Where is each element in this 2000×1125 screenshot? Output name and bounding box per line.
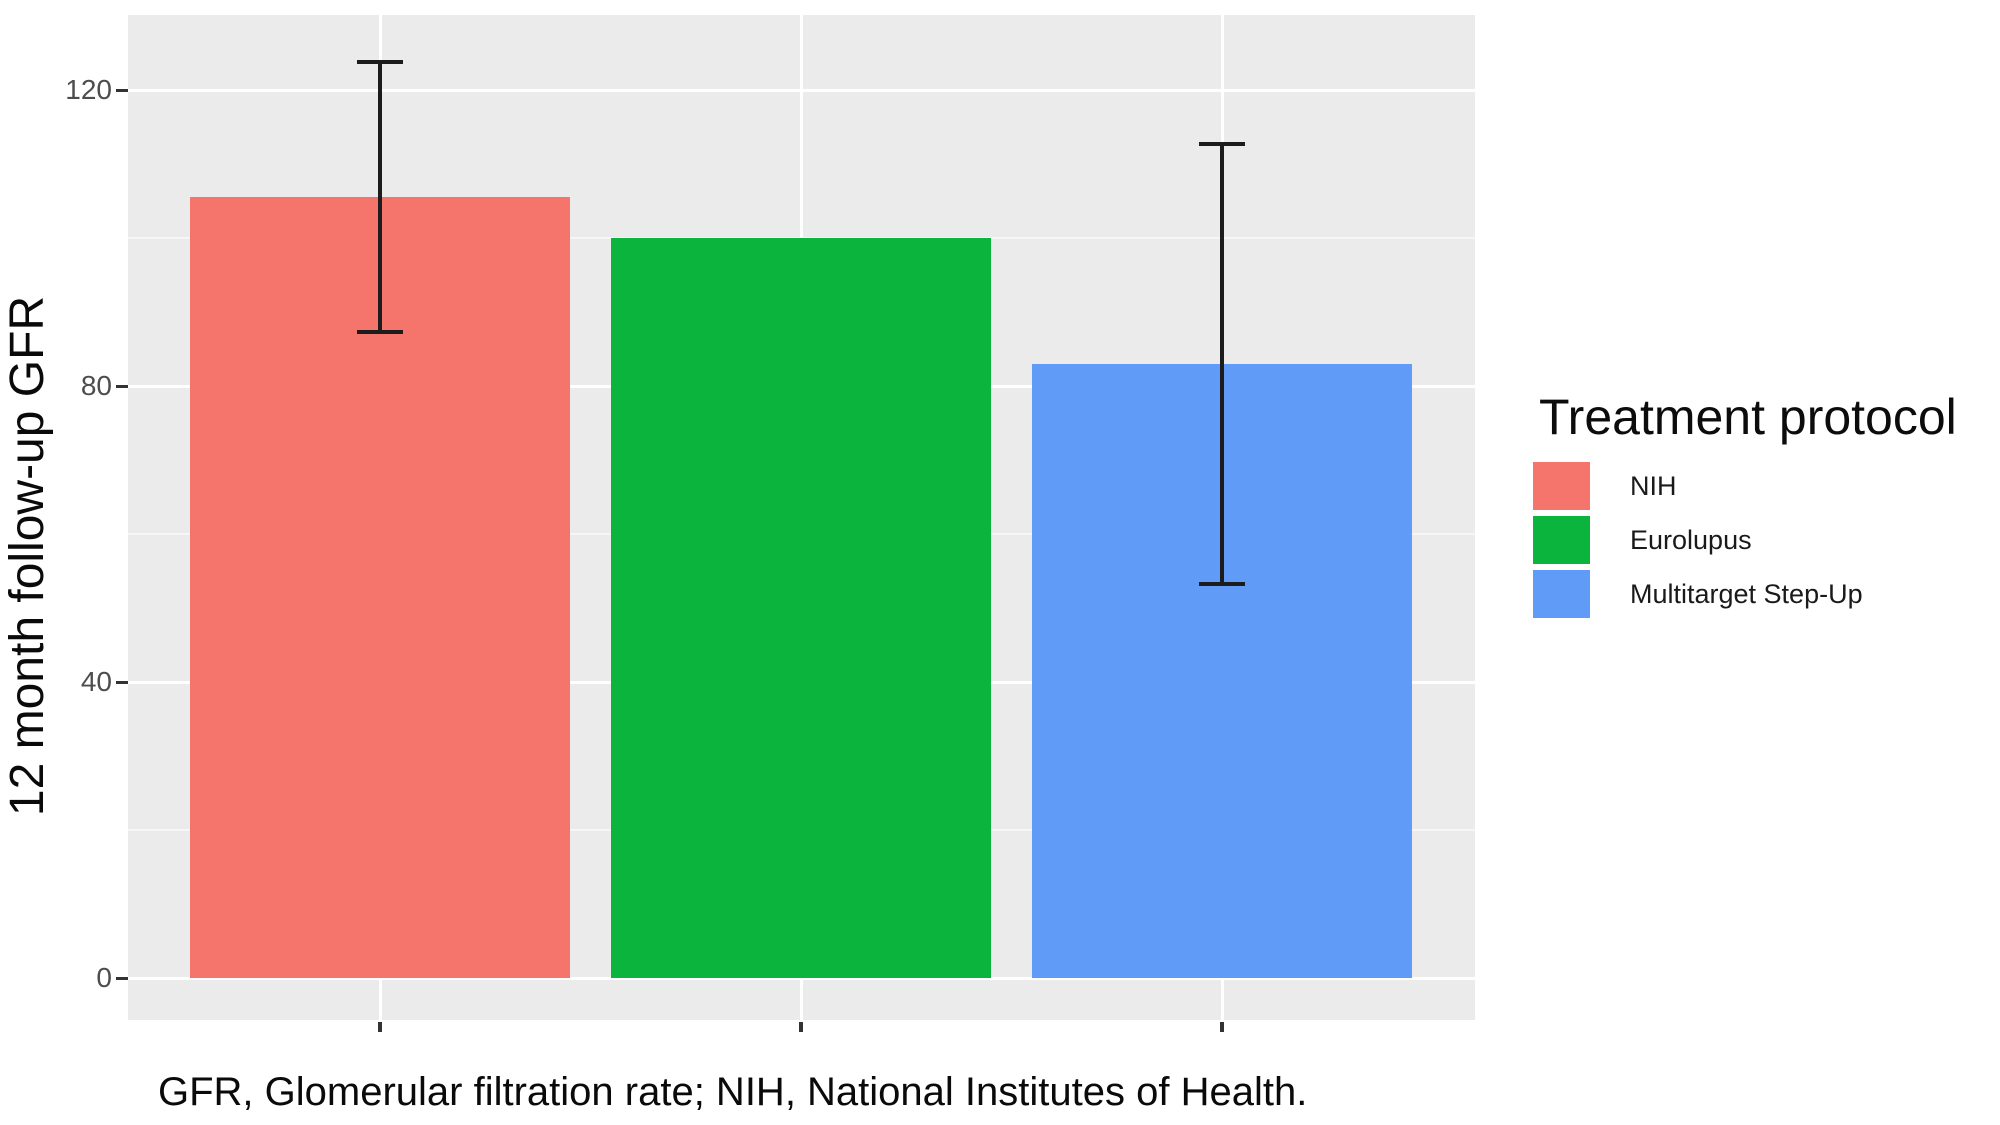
legend-item-eurolupus: Eurolupus: [1533, 516, 1957, 564]
y-tick-0: [116, 976, 128, 980]
legend-swatch-multitarget-step-up: [1533, 570, 1590, 618]
error-bar-multitarget-step-up-line: [1220, 141, 1224, 586]
legend-title: Treatment protocol: [1539, 389, 1957, 445]
y-tick-label-40: 40: [80, 666, 112, 697]
y-tick-label-120: 120: [65, 74, 112, 105]
error-bar-nih-cap-top: [357, 60, 403, 65]
y-tick-label-80: 80: [80, 370, 112, 401]
bar-eurolupus: [611, 238, 991, 978]
legend-label-eurolupus: Eurolupus: [1630, 524, 1752, 555]
legend-label-nih: NIH: [1630, 470, 1677, 501]
y-tick-120: [116, 88, 128, 92]
x-tick-nih: [378, 1022, 382, 1032]
error-bar-multitarget-step-up-cap-bottom: [1199, 581, 1245, 586]
legend-swatch-eurolupus: [1533, 516, 1590, 564]
error-bar-multitarget-step-up-cap-top: [1199, 141, 1245, 146]
legend-item-nih: NIH: [1533, 462, 1957, 510]
legend: Treatment protocol NIH Eurolupus Multita…: [1533, 390, 1957, 624]
plot-panel: [128, 15, 1475, 1020]
y-tick-40: [116, 680, 128, 684]
legend-label-multitarget-step-up: Multitarget Step-Up: [1630, 578, 1863, 609]
x-tick-multitarget-step-up: [1220, 1022, 1224, 1032]
error-bar-nih-line: [378, 60, 382, 335]
legend-item-multitarget-step-up: Multitarget Step-Up: [1533, 570, 1957, 618]
y-tick-label-0: 0: [96, 962, 112, 993]
y-tick-80: [116, 384, 128, 388]
x-tick-eurolupus: [799, 1022, 803, 1032]
figure-caption: GFR, Glomerular filtration rate; NIH, Na…: [158, 1070, 1308, 1114]
legend-swatch-nih: [1533, 462, 1590, 510]
error-bar-nih-cap-bottom: [357, 330, 403, 335]
y-axis-title: 12 month follow-up GFR: [1, 295, 54, 817]
